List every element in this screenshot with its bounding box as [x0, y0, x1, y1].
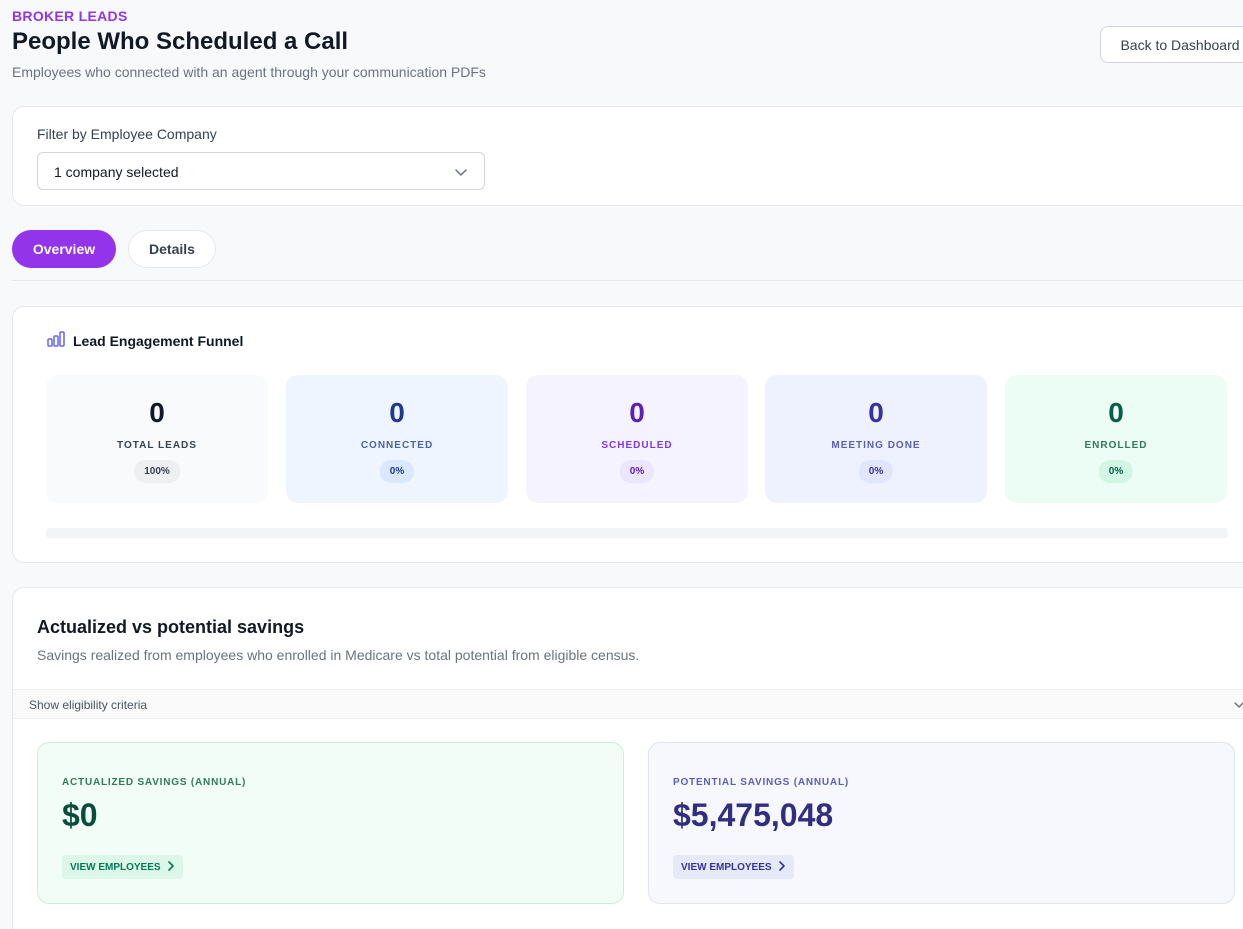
- stage-percent-badge: 0%: [1098, 460, 1134, 483]
- savings-subtitle: Savings realized from employees who enro…: [37, 647, 640, 663]
- savings-title: Actualized vs potential savings: [37, 617, 305, 637]
- funnel-title: Lead Engagement Funnel: [73, 332, 244, 349]
- bar-chart-icon: [47, 331, 65, 350]
- tab-details[interactable]: Details: [128, 230, 216, 268]
- chevron-down-icon: [454, 165, 468, 184]
- chevron-right-icon: [167, 860, 175, 874]
- funnel-stage-scheduled: 0 SCHEDULED 0%: [526, 375, 748, 503]
- funnel-card: Lead Engagement Funnel 0 TOTAL LEADS 100…: [12, 306, 1243, 563]
- stage-percent-badge: 0%: [619, 460, 655, 483]
- tab-overview[interactable]: Overview: [12, 230, 116, 268]
- stage-value: 0: [868, 397, 884, 428]
- stage-percent-badge: 0%: [379, 460, 415, 483]
- filter-card: Filter by Employee Company 1 company sel…: [12, 106, 1243, 206]
- stage-label: SCHEDULED: [601, 440, 673, 451]
- view-employees-button[interactable]: VIEW EMPLOYEES: [62, 855, 183, 879]
- potential-savings-box: POTENTIAL SAVINGS (ANNUAL) $5,475,048 VI…: [648, 742, 1235, 904]
- stage-percent-badge: 100%: [134, 460, 180, 483]
- actualized-savings-label: ACTUALIZED SAVINGS (ANNUAL): [62, 777, 247, 788]
- funnel-stage-meeting-done: 0 MEETING DONE 0%: [765, 375, 987, 503]
- company-filter-select[interactable]: 1 company selected: [37, 152, 485, 190]
- stage-label: ENROLLED: [1084, 440, 1148, 451]
- stage-label: MEETING DONE: [831, 440, 921, 451]
- view-employees-label: VIEW EMPLOYEES: [681, 861, 772, 873]
- potential-savings-value: $5,475,048: [673, 797, 834, 833]
- stage-label: TOTAL LEADS: [117, 440, 197, 451]
- page-subtitle: Employees who connected with an agent th…: [12, 64, 486, 80]
- eligibility-toggle-label: Show eligibility criteria: [29, 698, 148, 712]
- back-to-dashboard-button[interactable]: Back to Dashboard: [1100, 26, 1243, 63]
- actualized-savings-value: $0: [62, 797, 98, 833]
- eligibility-criteria-toggle[interactable]: Show eligibility criteria: [13, 689, 1243, 719]
- funnel-stage-enrolled: 0 ENROLLED 0%: [1005, 375, 1227, 503]
- tabs-divider: [12, 280, 1243, 281]
- page-eyebrow: BROKER LEADS: [12, 8, 128, 24]
- page-title: People Who Scheduled a Call: [12, 28, 349, 55]
- funnel-header: Lead Engagement Funnel: [47, 331, 243, 350]
- view-employees-button[interactable]: VIEW EMPLOYEES: [673, 855, 794, 879]
- view-employees-label: VIEW EMPLOYEES: [70, 861, 161, 873]
- stage-percent-badge: 0%: [858, 460, 894, 483]
- savings-card: Actualized vs potential savings Savings …: [12, 587, 1243, 929]
- chevron-down-icon: [1233, 698, 1243, 716]
- potential-savings-label: POTENTIAL SAVINGS (ANNUAL): [673, 777, 849, 788]
- stage-value: 0: [1108, 397, 1124, 428]
- stage-label: CONNECTED: [360, 440, 434, 451]
- funnel-stage-connected: 0 CONNECTED 0%: [286, 375, 508, 503]
- stage-value: 0: [629, 397, 645, 428]
- actualized-savings-box: ACTUALIZED SAVINGS (ANNUAL) $0 VIEW EMPL…: [37, 742, 624, 904]
- funnel-stage-total-leads: 0 TOTAL LEADS 100%: [46, 375, 268, 503]
- stage-value: 0: [389, 397, 405, 428]
- filter-select-value: 1 company selected: [54, 164, 179, 180]
- funnel-progress-bar: [46, 528, 1228, 538]
- stage-value: 0: [149, 397, 165, 428]
- chevron-right-icon: [778, 860, 786, 874]
- filter-label: Filter by Employee Company: [37, 126, 217, 142]
